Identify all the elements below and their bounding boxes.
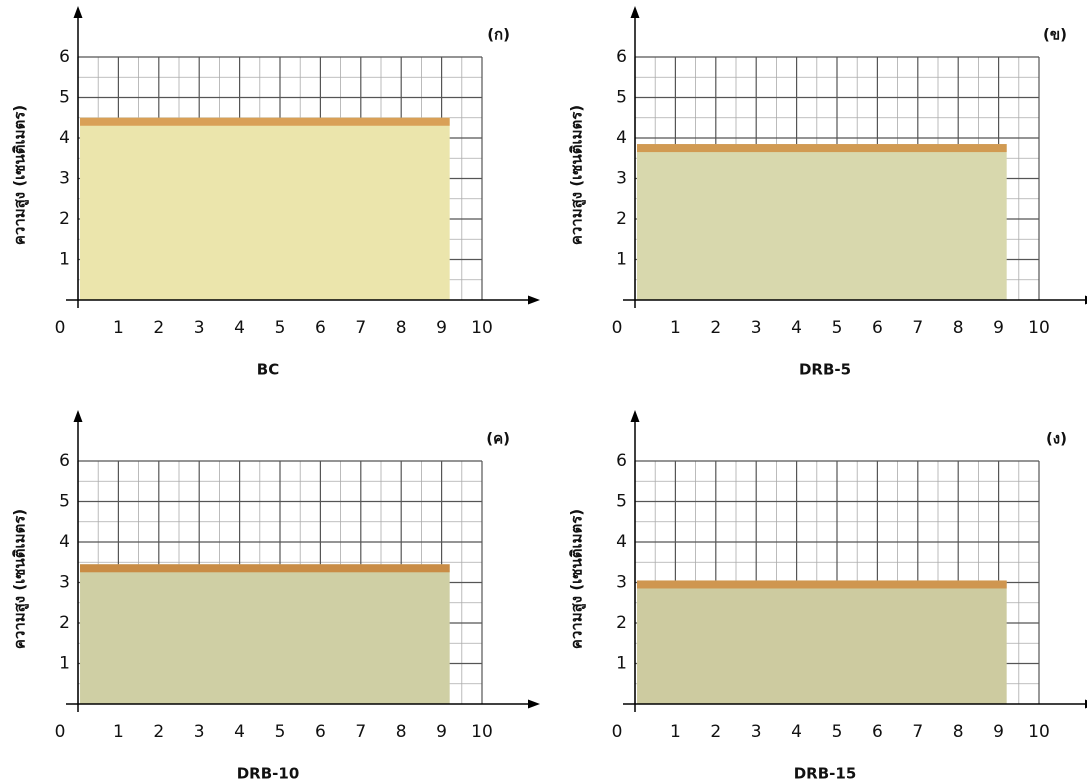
cake (637, 144, 1007, 300)
x-tick-label: 8 (953, 318, 964, 338)
cake (637, 580, 1007, 704)
y-tick-label: 4 (59, 532, 70, 552)
y-tick-label: 6 (616, 451, 627, 471)
x-tick-label: 10 (471, 722, 493, 742)
panel: 0 1 2 3 4 5 6 7 8 9 10 1 2 3 4 5 6 (ง) DRB-15 ความสูง (เซนต… (568, 410, 1087, 783)
x-tick-label: 6 (315, 722, 326, 742)
x-tick-label: 2 (153, 722, 164, 742)
x-tick-label: 0 (612, 722, 623, 742)
x-tick-label: 1 (113, 722, 124, 742)
x-tick-label: 5 (832, 318, 843, 338)
y-tick-label: 1 (59, 654, 70, 674)
cake (80, 564, 450, 704)
y-tick-label: 1 (616, 654, 627, 674)
x-tick-label: 9 (993, 722, 1004, 742)
y-axis-label: ความสูง (เซนติเมตร) (568, 509, 587, 649)
x-tick-label: 5 (275, 318, 286, 338)
y-axis-label: ความสูง (เซนติเมตร) (11, 509, 30, 649)
cake (80, 117, 450, 300)
x-tick-label: 5 (275, 722, 286, 742)
x-tick-label: 1 (670, 318, 681, 338)
panel-label: (ข) (1043, 26, 1067, 44)
y-tick-label: 4 (59, 128, 70, 148)
y-tick-label: 2 (59, 613, 70, 633)
x-tick-label: 8 (953, 722, 964, 742)
panel: 0 1 2 3 4 5 6 7 8 9 10 1 2 3 4 5 6 (ก) BC ความสูง (เซนติเมต… (11, 6, 540, 379)
y-tick-label: 1 (616, 250, 627, 270)
y-tick-label: 6 (616, 47, 627, 67)
x-tick-label: 3 (194, 318, 205, 338)
y-tick-label: 5 (59, 88, 70, 108)
x-tick-label: 10 (471, 318, 493, 338)
x-tick-label: 9 (436, 722, 447, 742)
x-tick-label: 6 (872, 318, 883, 338)
x-tick-label: 1 (670, 722, 681, 742)
crust (80, 117, 450, 126)
x-tick-label: 6 (872, 722, 883, 742)
x-tick-label: 7 (912, 722, 923, 742)
y-tick-label: 5 (616, 88, 627, 108)
x-tick-label: 7 (355, 318, 366, 338)
crust (637, 144, 1007, 153)
x-axis-label: DRB-10 (237, 765, 300, 783)
y-tick-label: 3 (616, 169, 627, 189)
panel-label: (ก) (487, 26, 510, 44)
x-tick-label: 6 (315, 318, 326, 338)
y-axis-label: ความสูง (เซนติเมตร) (568, 105, 587, 245)
x-axis-label: BC (257, 361, 279, 379)
y-tick-label: 2 (59, 209, 70, 229)
y-tick-label: 6 (59, 47, 70, 67)
x-tick-label: 1 (113, 318, 124, 338)
x-tick-label: 7 (355, 722, 366, 742)
y-tick-label: 4 (616, 532, 627, 552)
x-axis-label: DRB-15 (794, 765, 857, 783)
x-axis-label: DRB-5 (799, 361, 851, 379)
x-tick-label: 2 (710, 318, 721, 338)
x-tick-label: 4 (234, 722, 245, 742)
y-tick-label: 5 (59, 492, 70, 512)
y-tick-label: 2 (616, 209, 627, 229)
x-tick-label: 4 (791, 722, 802, 742)
panel: 0 1 2 3 4 5 6 7 8 9 10 1 2 3 4 5 6 (ค) DRB-10 ความสูง (เซนต… (11, 410, 540, 783)
x-tick-label: 3 (194, 722, 205, 742)
x-tick-label: 8 (396, 318, 407, 338)
x-tick-label: 9 (993, 318, 1004, 338)
x-tick-label: 5 (832, 722, 843, 742)
x-tick-label: 3 (751, 318, 762, 338)
y-tick-label: 4 (616, 128, 627, 148)
x-tick-label: 4 (791, 318, 802, 338)
panel-label: (ง) (1046, 430, 1067, 448)
x-tick-label: 0 (612, 318, 623, 338)
y-tick-label: 2 (616, 613, 627, 633)
panel: 0 1 2 3 4 5 6 7 8 9 10 1 2 3 4 5 6 (ข) DRB-5 ความสูง (เซนติ… (568, 6, 1087, 379)
x-tick-label: 7 (912, 318, 923, 338)
y-axis-label: ความสูง (เซนติเมตร) (11, 105, 30, 245)
x-tick-label: 8 (396, 722, 407, 742)
y-tick-label: 3 (59, 573, 70, 593)
x-tick-label: 0 (55, 318, 66, 338)
x-tick-label: 10 (1028, 722, 1050, 742)
y-tick-label: 6 (59, 451, 70, 471)
y-tick-label: 5 (616, 492, 627, 512)
x-tick-label: 0 (55, 722, 66, 742)
panel-label: (ค) (486, 430, 510, 448)
y-tick-label: 3 (616, 573, 627, 593)
x-tick-label: 2 (153, 318, 164, 338)
x-tick-label: 2 (710, 722, 721, 742)
x-tick-label: 9 (436, 318, 447, 338)
x-tick-label: 4 (234, 318, 245, 338)
x-tick-label: 3 (751, 722, 762, 742)
x-tick-label: 10 (1028, 318, 1050, 338)
y-tick-label: 1 (59, 250, 70, 270)
crust (80, 564, 450, 573)
crust (637, 580, 1007, 589)
y-tick-label: 3 (59, 169, 70, 189)
